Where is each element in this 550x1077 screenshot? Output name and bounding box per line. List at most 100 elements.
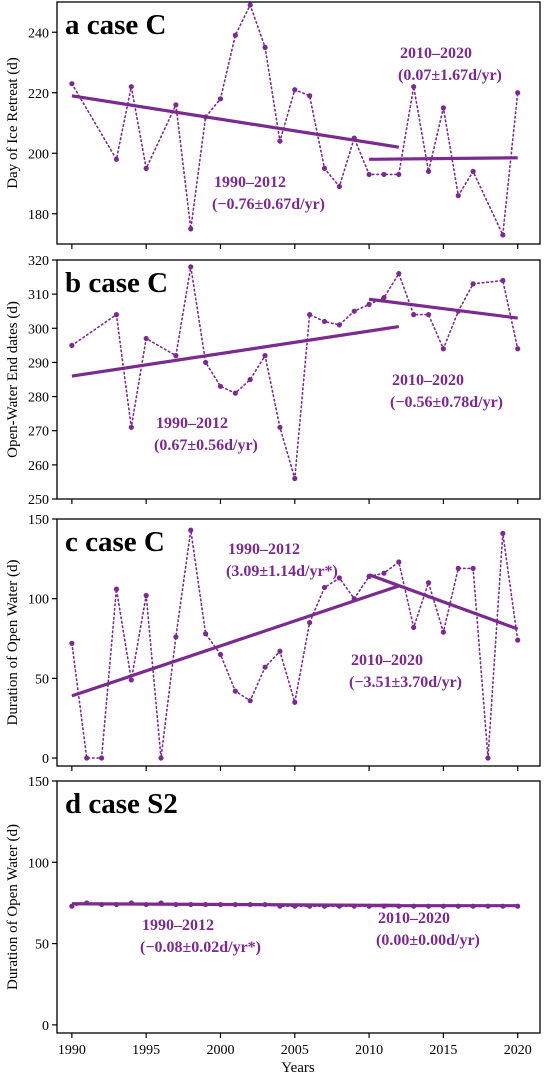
trend-line-1990-2012 [71, 324, 400, 378]
y-tick-label: 180 [28, 208, 49, 223]
x-tick-label: 2020 [504, 1043, 532, 1058]
plot-frame [56, 780, 541, 1034]
data-point [321, 584, 328, 591]
panel-c: 0 50 100 150 Duration of Open Water (d) c cas… [5, 513, 541, 771]
y-axis-label: Open-Water End dates (d) [5, 301, 21, 458]
panel-label: b case C [65, 267, 168, 299]
data-point [411, 624, 417, 630]
y-tick-label: 220 [28, 87, 49, 102]
data-point [69, 342, 75, 348]
y-tick-label: 320 [28, 254, 49, 269]
data-point [500, 277, 506, 284]
data-point [113, 312, 120, 318]
panel-label: c case C [65, 526, 165, 558]
data-point [143, 165, 149, 171]
data-point [396, 171, 402, 178]
data-point [336, 322, 342, 328]
panel-label: a case C [65, 9, 166, 41]
data-point [69, 640, 75, 646]
data-point [321, 318, 328, 325]
trend-period-label: 1990–2012 [156, 415, 228, 432]
data-point [321, 165, 328, 171]
data-point [307, 619, 313, 626]
data-point [217, 383, 224, 389]
trend-period-label: 2010–2020 [392, 372, 464, 389]
data-point [128, 677, 134, 683]
y-axis-label: Day of Ice Retreat (d) [5, 57, 21, 189]
y-tick-label: 200 [28, 147, 49, 162]
y-tick-label: 300 [28, 322, 49, 337]
y-tick-label: 240 [28, 26, 49, 41]
data-point [470, 168, 476, 174]
data-point [173, 634, 179, 640]
data-point [262, 664, 268, 670]
data-point [277, 424, 283, 430]
x-axis-label: Years [281, 1060, 315, 1076]
trend-rate-label: (−0.76±0.67d/yr) [212, 196, 325, 213]
data-point [277, 648, 283, 654]
data-point [366, 301, 372, 307]
data-point [292, 475, 298, 482]
trend-period-label: 1990–2012 [214, 174, 286, 191]
data-point [232, 390, 238, 396]
data-point [500, 232, 506, 238]
data-point [128, 84, 134, 90]
data-point [381, 570, 387, 576]
data-point [84, 755, 90, 761]
data-point [500, 530, 506, 536]
y-tick-label: 150 [28, 775, 49, 790]
trend-period-label: 2010–2020 [400, 45, 472, 62]
data-point [307, 312, 313, 318]
trend-rate-label: (0.07±1.67d/yr) [398, 67, 502, 84]
data-point [113, 156, 120, 162]
trend-rate-label: (−0.56±0.78d/yr) [390, 394, 503, 411]
data-point [247, 2, 253, 8]
data-point [143, 335, 149, 342]
x-tick-label: 2005 [281, 1043, 309, 1058]
trend-period-label: 2010–2020 [378, 910, 450, 927]
y-tick-label: 310 [28, 288, 49, 303]
data-point [232, 32, 238, 38]
y-axis-label: Duration of Open Water (d) [5, 824, 21, 990]
data-point [173, 102, 179, 108]
data-point [366, 171, 372, 178]
panel-b: 250 260 270 280 290 300 310 320 Open-Water End d… [5, 254, 541, 508]
data-point [485, 755, 491, 761]
data-point [381, 171, 387, 178]
data-point [247, 698, 253, 704]
data-point [217, 651, 224, 658]
y-tick-label: 250 [28, 493, 49, 508]
trend-line-1990-2012 [71, 902, 399, 907]
y-tick-label: 150 [28, 513, 49, 528]
plot-frame [56, 518, 541, 767]
y-tick-label: 50 [35, 938, 49, 953]
y-tick-label: 50 [35, 672, 49, 687]
trend-period-label: 1990–2012 [142, 917, 214, 934]
data-point [470, 565, 476, 572]
x-tick-label: 1995 [132, 1043, 160, 1058]
data-point [113, 586, 120, 592]
data-point [455, 193, 461, 199]
data-point [98, 755, 105, 761]
trend-line-2010-2020 [368, 573, 519, 631]
data-point [307, 93, 313, 99]
data-point [440, 629, 446, 635]
trend-rate-label: (−0.08±0.02d/yr*) [140, 939, 261, 956]
trend-line-2010-2020 [368, 297, 518, 320]
panel-a: 180 200 220 240 Day of Ice Retreat (d) a case… [5, 1, 541, 249]
data-point [262, 44, 268, 50]
data-point [470, 281, 476, 287]
data-point [396, 271, 402, 277]
data-point [69, 81, 75, 87]
series-line [71, 2, 519, 238]
y-tick-label: 0 [42, 1019, 49, 1034]
data-point [217, 96, 224, 102]
y-axis-label: Duration of Open Water (d) [5, 560, 21, 726]
data-point [232, 688, 238, 694]
data-point [351, 308, 357, 314]
trend-rate-label: (0.00±0.00d/yr) [376, 932, 480, 949]
data-point [277, 138, 283, 144]
data-point [425, 312, 432, 318]
series-line [71, 266, 519, 479]
